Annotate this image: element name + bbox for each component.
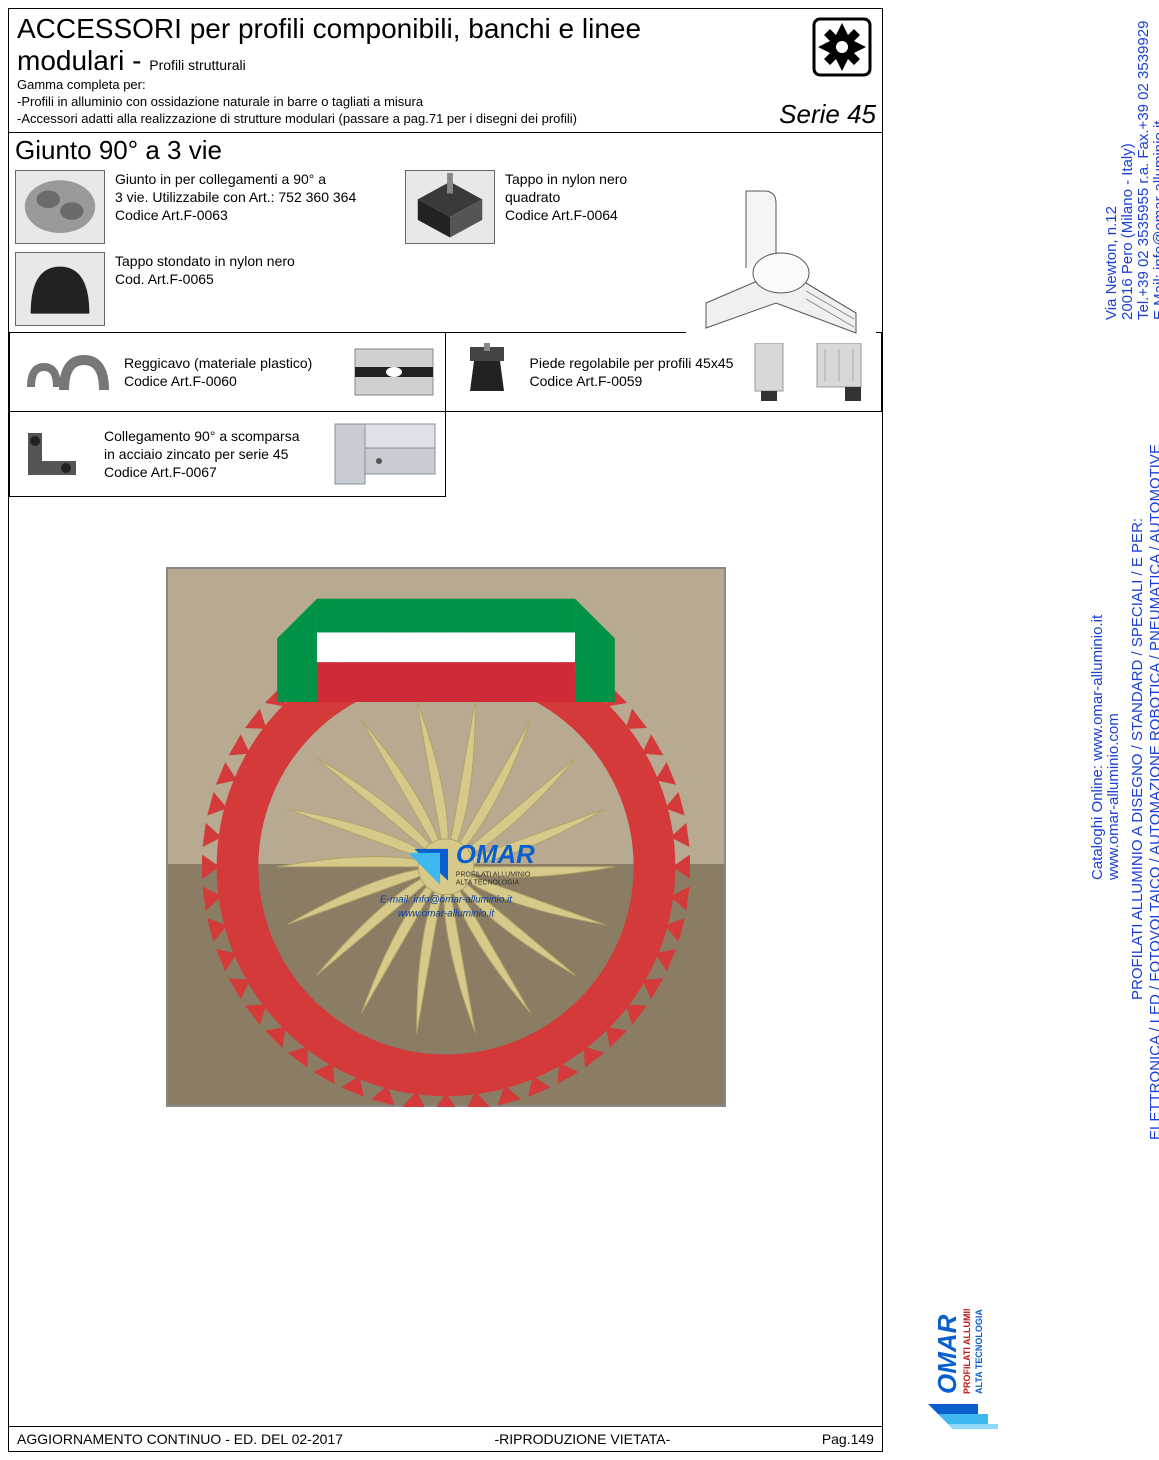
svg-text:www.omar-alluminio.it: www.omar-alluminio.it (397, 908, 494, 919)
j2-l2: quadrato (505, 188, 627, 206)
svg-text:ALTA TECNOLOGIA: ALTA TECNOLOGIA (974, 1309, 984, 1394)
c3-l2: in acciaio zincato per serie 45 (104, 445, 299, 463)
j1-l2: 3 vie. Utilizzabile con Art.: 752 360 36… (115, 188, 356, 206)
j1-l1: Giunto in per collegamenti a 90° a (115, 170, 356, 188)
footer-center: -RIPRODUZIONE VIETATA- (495, 1431, 671, 1447)
gamma-label: Gamma completa per: (17, 77, 874, 94)
catalog-line2: www.omar-alluminio.com (1105, 713, 1122, 880)
cable-clip-icon (16, 339, 116, 405)
joint-item-1-text: Giunto in per collegamenti a 90° a 3 vie… (115, 170, 356, 225)
j3-l1: Tappo stondato in nylon nero (115, 252, 295, 270)
j2-l1: Tappo in nylon nero (505, 170, 627, 188)
svg-text:OMAR: OMAR (455, 841, 534, 869)
c2-l2: Codice Art.F-0059 (530, 372, 734, 390)
bullet-2: -Accessori adatti alla realizzazione di … (17, 111, 874, 128)
svg-text:PROFILATI ALLUMINIO: PROFILATI ALLUMINIO (962, 1309, 972, 1394)
joint-photo-icon (15, 170, 105, 244)
accessory-row-1: Reggicavo (materiale plastico) Codice Ar… (9, 333, 882, 412)
title-line2: modulari - (17, 45, 149, 76)
title-line2-wrap: modulari - Profili strutturali (17, 45, 874, 77)
svg-text:E-mail: info@omar-alluminio.it: E-mail: info@omar-alluminio.it (379, 895, 512, 906)
footer-left: AGGIORNAMENTO CONTINUO - ED. DEL 02-2017 (17, 1431, 343, 1447)
addr-line1: Via Newton, n.12 (1103, 206, 1120, 320)
title-line1: ACCESSORI per profili componibili, banch… (17, 13, 874, 45)
piede-card: Piede regolabile per profili 45x45 Codic… (446, 333, 883, 412)
catalog-page: ACCESSORI per profili componibili, banch… (8, 8, 883, 1452)
reggicavo-card: Reggicavo (materiale plastico) Codice Ar… (9, 333, 446, 412)
connector-assembly-icon (329, 418, 439, 490)
j1-l3: Codice Art.F-0063 (115, 206, 356, 224)
square-cap-icon (405, 170, 495, 244)
j3-l2: Cod. Art.F-0065 (115, 270, 295, 288)
bullet-1: -Profili in alluminio con ossidazione na… (17, 94, 874, 111)
products-line1: PROFILATI ALLUMINIO A DISEGNO / STANDARD… (1129, 518, 1146, 1000)
joint-section: Giunto 90° a 3 vie Giunto in per collega… (9, 133, 882, 333)
profile-feet-icon (745, 339, 875, 405)
company-sidebar: Via Newton, n.12 20016 Pero (Milano - It… (899, 0, 1159, 1444)
omar-logo: OMAR s.r.l. PROFILATI ALLUMINIO ALTA TEC… (903, 1309, 1153, 1434)
profile-cross-section-icon (812, 17, 872, 77)
joint-assembly-drawing (686, 173, 876, 343)
c2-l1: Piede regolabile per profili 45x45 (530, 354, 734, 372)
hidden-connector-icon (16, 421, 96, 487)
joint-item-2: Tappo in nylon nero quadrato Codice Art.… (405, 170, 627, 244)
joint-item-3-text: Tappo stondato in nylon nero Cod. Art.F-… (115, 252, 295, 288)
addr-line2: 20016 Pero (Milano - Italy) (1119, 143, 1136, 320)
subtitle: Profili strutturali (149, 57, 245, 73)
piede-text: Piede regolabile per profili 45x45 Codic… (530, 354, 734, 390)
joint-item-1: Giunto in per collegamenti a 90° a 3 vie… (15, 170, 375, 244)
c1-l1: Reggicavo (materiale plastico) (124, 354, 312, 372)
c3-l1: Collegamento 90° a scomparsa (104, 427, 299, 445)
svg-text:OMAR: OMAR (932, 1314, 962, 1394)
j2-l3: Codice Art.F-0064 (505, 206, 627, 224)
svg-text:PROFILATI ALLUMINIO: PROFILATI ALLUMINIO (455, 872, 530, 879)
products-line2: ELETTRONICA / LED / FOTOVOLTAICO / AUTOM… (1147, 444, 1159, 1140)
footer-right: Pag.149 (822, 1431, 874, 1447)
joint-section-title: Giunto 90° a 3 vie (15, 135, 876, 166)
joint-item-2-text: Tappo in nylon nero quadrato Codice Art.… (505, 170, 627, 225)
page-header: ACCESSORI per profili componibili, banch… (9, 9, 882, 133)
c1-l2: Codice Art.F-0060 (124, 372, 312, 390)
addr-line4: E.Mail: info@omar-alluminio.it (1151, 121, 1159, 320)
reggicavo-text: Reggicavo (materiale plastico) Codice Ar… (124, 354, 312, 390)
svg-text:ALTA TECNOLOGIA: ALTA TECNOLOGIA (455, 880, 519, 887)
page-footer: AGGIORNAMENTO CONTINUO - ED. DEL 02-2017… (9, 1426, 882, 1451)
adjustable-foot-icon (452, 339, 522, 405)
cable-profile-icon (349, 339, 439, 405)
c3-l3: Codice Art.F-0067 (104, 463, 299, 481)
serie-label: Serie 45 (779, 99, 876, 130)
promo-photo: OMAR PROFILATI ALLUMINIO ALTA TECNOLOGIA… (166, 567, 726, 1107)
collegamento-text: Collegamento 90° a scomparsa in acciaio … (104, 427, 299, 482)
collegamento-card: Collegamento 90° a scomparsa in acciaio … (9, 412, 446, 497)
catalog-line1: Cataloghi Online: www.omar-alluminio.it (1089, 615, 1106, 880)
addr-line3: Tel.+39 02 3535955 r.a. Fax.+39 02 35399… (1135, 21, 1152, 320)
rounded-cap-icon (15, 252, 105, 326)
joint-item-3: Tappo stondato in nylon nero Cod. Art.F-… (15, 252, 375, 326)
